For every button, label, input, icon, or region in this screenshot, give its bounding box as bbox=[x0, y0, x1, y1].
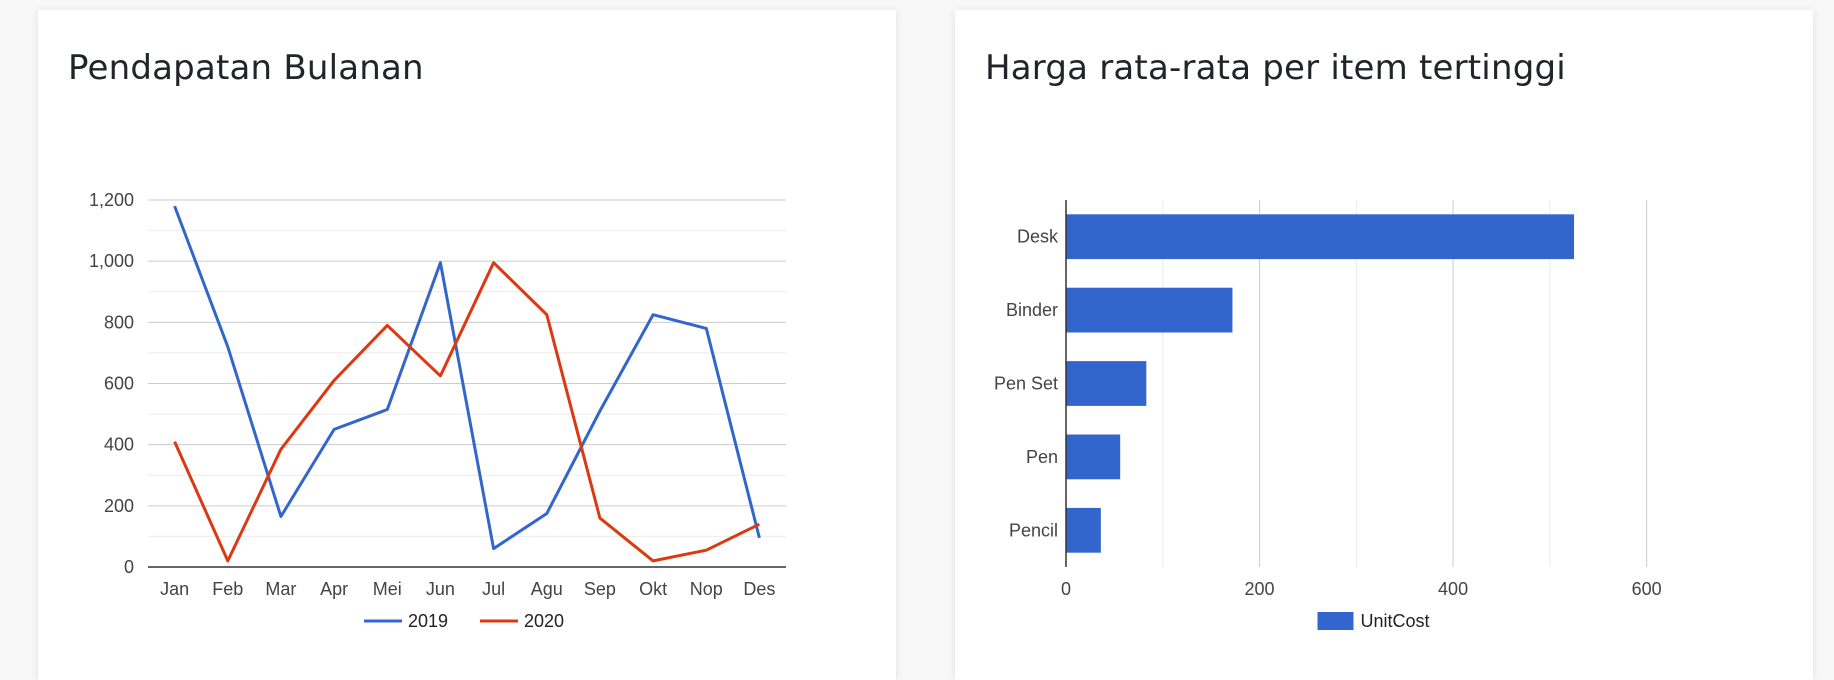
x-tick-label: 200 bbox=[1245, 579, 1275, 599]
x-tick-label: Mar bbox=[265, 579, 296, 599]
data-point-2020 bbox=[756, 521, 762, 527]
data-point-2020 bbox=[491, 260, 497, 266]
x-tick-label: Jun bbox=[426, 579, 455, 599]
data-point-2020 bbox=[597, 515, 603, 521]
series-line-2019 bbox=[173, 205, 761, 551]
x-tick-label: Feb bbox=[212, 579, 243, 599]
bar-pen bbox=[1066, 434, 1121, 480]
x-tick-label: Okt bbox=[639, 579, 667, 599]
y-tick-label: 1,200 bbox=[89, 190, 134, 210]
y-tick-label: 600 bbox=[104, 374, 134, 394]
series-line-2020 bbox=[173, 261, 761, 563]
y-tick-label: Binder bbox=[1006, 300, 1058, 320]
data-point-2020 bbox=[384, 322, 390, 328]
unit-cost-chart-card: Harga rata-rata per item tertinggi 0 200 4… bbox=[955, 10, 1813, 680]
bar-chart: 0 200 400 600 Desk Binder Pen Set Pen Pencil Unit… bbox=[994, 200, 1662, 631]
legend-label: 2019 bbox=[408, 611, 448, 631]
data-point-2019 bbox=[544, 510, 550, 516]
data-point-2019 bbox=[278, 514, 284, 520]
legend-swatch-UnitCost bbox=[1317, 612, 1354, 630]
data-point-2019 bbox=[756, 535, 762, 541]
x-tick-label: Sep bbox=[584, 579, 616, 599]
x-tick-label: 600 bbox=[1632, 579, 1662, 599]
x-tick-label: Nop bbox=[690, 579, 723, 599]
y-tick-label: Pen Set bbox=[994, 374, 1058, 394]
legend-label: 2020 bbox=[524, 611, 564, 631]
y-tick-label: 0 bbox=[124, 557, 134, 577]
data-point-2019 bbox=[384, 406, 390, 412]
y-tick-label: 200 bbox=[104, 496, 134, 516]
legend-label: UnitCost bbox=[1361, 611, 1430, 631]
data-point-2019 bbox=[331, 426, 337, 432]
y-tick-label: Desk bbox=[1017, 227, 1059, 247]
y-tick-label: 800 bbox=[104, 312, 134, 332]
y-tick-label: 1,000 bbox=[89, 251, 134, 271]
x-tick-label: 0 bbox=[1061, 579, 1071, 599]
line-chart: 0 200 400 600 800 1,000 1,200 Jan Feb Mar Apr Mei Ju… bbox=[89, 190, 786, 631]
data-point-2019 bbox=[703, 325, 709, 331]
y-tick-label: Pen bbox=[1026, 447, 1058, 467]
data-point-2020 bbox=[703, 547, 709, 553]
x-tick-label: Jul bbox=[482, 579, 505, 599]
x-tick-label: 400 bbox=[1438, 579, 1468, 599]
x-tick-label: Mei bbox=[373, 579, 402, 599]
bar-binder bbox=[1066, 287, 1233, 333]
line-chart-title: Pendapatan Bulanan bbox=[68, 48, 424, 88]
data-point-2020 bbox=[544, 312, 550, 318]
x-tick-label: Apr bbox=[320, 579, 348, 599]
data-point-2019 bbox=[437, 260, 443, 266]
y-tick-label: Pencil bbox=[1009, 520, 1058, 540]
data-point-2020 bbox=[650, 558, 656, 564]
data-point-2019 bbox=[491, 546, 497, 552]
bar-pen-set bbox=[1066, 361, 1147, 406]
data-point-2019 bbox=[597, 408, 603, 414]
data-point-2020 bbox=[331, 377, 337, 383]
data-point-2020 bbox=[278, 446, 284, 452]
y-tick-label: 400 bbox=[104, 435, 134, 455]
x-tick-label: Des bbox=[743, 579, 775, 599]
x-tick-label: Agu bbox=[531, 579, 563, 599]
x-tick-label: Jan bbox=[160, 579, 189, 599]
data-point-2019 bbox=[172, 203, 178, 209]
data-point-2019 bbox=[650, 312, 656, 318]
data-point-2020 bbox=[225, 558, 231, 564]
bar-desk bbox=[1066, 214, 1575, 260]
data-point-2020 bbox=[172, 439, 178, 445]
data-point-2019 bbox=[225, 344, 231, 350]
bar-pencil bbox=[1066, 507, 1101, 553]
bar-chart-title: Harga rata-rata per item tertinggi bbox=[985, 48, 1566, 88]
revenue-chart-card: Pendapatan Bulanan 0 200 400 600 800 1,000 1,2… bbox=[38, 10, 896, 680]
data-point-2020 bbox=[437, 373, 443, 379]
